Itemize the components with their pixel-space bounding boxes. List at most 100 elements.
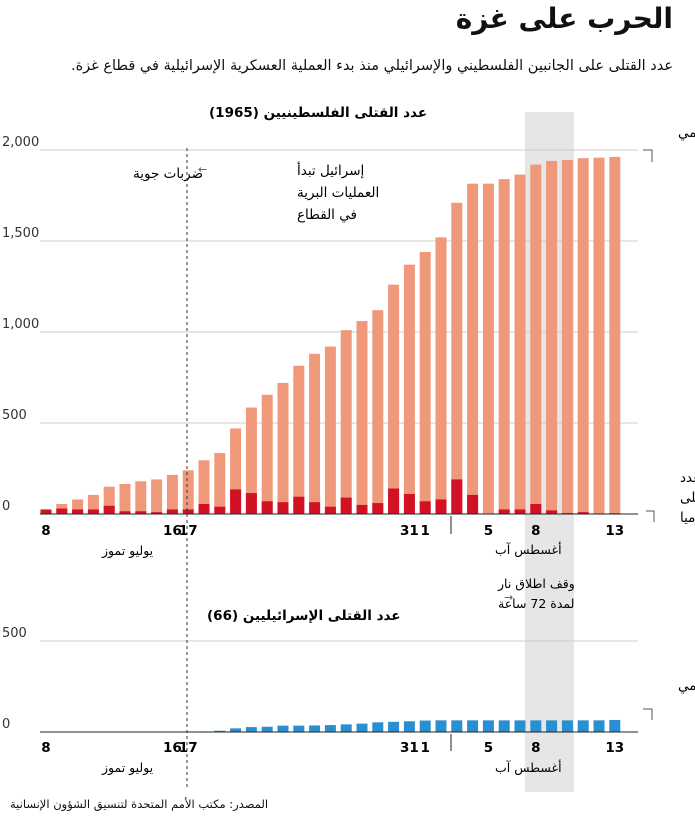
bar-palestinian-daily bbox=[388, 488, 400, 514]
daily-label: عدد bbox=[680, 470, 695, 486]
bar-palestinian-cumulative bbox=[561, 160, 573, 514]
x-tick-label-israeli: 17 bbox=[179, 740, 198, 756]
bar-palestinian-cumulative bbox=[324, 346, 336, 514]
x-tick-label-palestinian: 5 bbox=[484, 523, 493, 539]
bar-palestinian-cumulative bbox=[593, 157, 605, 515]
bar-palestinian-daily bbox=[356, 504, 368, 514]
x-tick-label-israeli: 8 bbox=[41, 740, 50, 756]
bar-palestinian-daily bbox=[514, 509, 526, 514]
y-tick-label-palestinian: 0 bbox=[2, 499, 10, 514]
y-tick-label-israeli: 500 bbox=[2, 626, 27, 641]
bar-palestinian-cumulative bbox=[245, 407, 257, 514]
x-tick-label-israeli: 13 bbox=[605, 740, 624, 756]
bar-palestinian-cumulative bbox=[482, 183, 494, 515]
bar-palestinian-daily bbox=[103, 505, 115, 514]
bar-palestinian-cumulative bbox=[340, 330, 352, 514]
bar-israeli-cumulative bbox=[245, 727, 257, 732]
bar-palestinian-daily bbox=[198, 503, 210, 514]
ceasefire-label: لمدة 72 ساعة bbox=[498, 596, 574, 611]
month-label-august-israeli: أغسطس آب bbox=[495, 759, 562, 776]
month-label-july-israeli: يوليو تموز bbox=[101, 760, 154, 776]
palestinian-axis-title: عدد القتلى الفلسطينيين (1965) bbox=[209, 105, 427, 121]
bar-israeli-cumulative bbox=[293, 725, 305, 732]
bar-palestinian-cumulative bbox=[261, 394, 273, 514]
bar-palestinian-daily bbox=[261, 501, 273, 514]
airstrikes-label: ضربات جوية bbox=[133, 166, 203, 182]
x-tick-label-palestinian: 31 bbox=[400, 523, 419, 539]
ceasefire-label: وقف اطلاق نار bbox=[497, 576, 575, 592]
bar-israeli-cumulative bbox=[388, 721, 400, 732]
bar-israeli-cumulative bbox=[546, 720, 558, 732]
x-tick-label-palestinian: 17 bbox=[179, 523, 198, 539]
daily-label: القتلى bbox=[680, 490, 695, 506]
bar-israeli-cumulative bbox=[577, 720, 589, 732]
bar-israeli-cumulative bbox=[514, 720, 526, 732]
bar-palestinian-cumulative bbox=[166, 474, 178, 514]
bar-palestinian-cumulative bbox=[498, 179, 510, 514]
bar-palestinian-cumulative bbox=[293, 365, 305, 514]
bar-israeli-cumulative bbox=[482, 720, 494, 732]
bar-palestinian-daily bbox=[293, 496, 305, 514]
y-tick-label-palestinian: 2,000 bbox=[2, 135, 39, 150]
y-tick-label-palestinian: 1,500 bbox=[2, 226, 39, 241]
bar-israeli-cumulative bbox=[435, 720, 447, 732]
ground-ops-label: في القطاع bbox=[297, 207, 357, 223]
bar-israeli-cumulative bbox=[277, 725, 289, 732]
bar-palestinian-cumulative bbox=[277, 382, 289, 514]
bar-palestinian-cumulative bbox=[403, 264, 415, 514]
israeli-axis-title: عدد القتلى الإسرائيليين (66) bbox=[207, 608, 401, 624]
bar-palestinian-cumulative bbox=[451, 202, 463, 514]
bar-israeli-cumulative bbox=[372, 722, 384, 732]
bar-palestinian-daily bbox=[40, 509, 52, 514]
bar-palestinian-daily bbox=[403, 493, 415, 514]
bar-palestinian-daily bbox=[245, 493, 257, 514]
source-note: المصدر: مكتب الأمم المتحدة لتنسيق الشؤون… bbox=[10, 797, 269, 811]
bar-palestinian-daily bbox=[135, 511, 147, 514]
bar-palestinian-daily bbox=[372, 503, 384, 514]
ground-ops-arrow: ← bbox=[198, 163, 207, 176]
bar-israeli-cumulative bbox=[609, 719, 621, 732]
bar-israeli-cumulative bbox=[498, 720, 510, 732]
bar-palestinian-cumulative bbox=[309, 353, 321, 514]
bar-palestinian-cumulative bbox=[609, 156, 621, 514]
bar-israeli-cumulative bbox=[403, 721, 415, 732]
bar-palestinian-cumulative bbox=[214, 453, 226, 514]
bar-palestinian-daily bbox=[467, 494, 479, 514]
bar-palestinian-cumulative bbox=[435, 237, 447, 515]
x-tick-label-palestinian: 8 bbox=[41, 523, 50, 539]
bar-palestinian-daily bbox=[419, 501, 431, 514]
bar-palestinian-cumulative bbox=[546, 160, 558, 515]
daily-label: يوميا bbox=[680, 510, 695, 526]
bar-palestinian-cumulative bbox=[530, 164, 542, 514]
bar-israeli-cumulative bbox=[261, 726, 273, 732]
bar-palestinian-daily bbox=[324, 506, 336, 514]
bar-palestinian-cumulative bbox=[135, 481, 147, 514]
bar-palestinian-cumulative bbox=[119, 483, 131, 514]
x-tick-label-israeli: 5 bbox=[484, 740, 493, 756]
bar-israeli-cumulative bbox=[309, 725, 321, 732]
bar-palestinian-daily bbox=[166, 509, 178, 514]
bar-palestinian-cumulative bbox=[467, 183, 479, 515]
bar-palestinian-cumulative bbox=[103, 486, 115, 514]
bar-palestinian-cumulative bbox=[356, 321, 368, 514]
bar-palestinian-cumulative bbox=[388, 284, 400, 514]
bar-palestinian-daily bbox=[87, 509, 99, 514]
bar-israeli-cumulative bbox=[561, 720, 573, 732]
bar-palestinian-daily bbox=[546, 510, 558, 514]
x-tick-label-israeli: 1 bbox=[420, 740, 429, 756]
bar-palestinian-daily bbox=[577, 512, 589, 514]
bar-israeli-cumulative bbox=[324, 725, 336, 732]
bar-palestinian-daily bbox=[119, 511, 131, 514]
daily-bracket bbox=[646, 510, 655, 522]
bar-israeli-cumulative bbox=[451, 720, 463, 732]
ground-ops-label: العمليات البرية bbox=[297, 185, 379, 201]
month-label-august-palestinian: أغسطس آب bbox=[495, 541, 562, 558]
bar-palestinian-cumulative bbox=[514, 174, 526, 514]
bar-palestinian-daily bbox=[182, 509, 194, 514]
cumulative-label-israeli: العدد التراكمي bbox=[678, 678, 695, 694]
y-tick-label-palestinian: 1,000 bbox=[2, 317, 39, 332]
cumulative-bracket-palestinian bbox=[643, 149, 653, 162]
bar-israeli-cumulative bbox=[593, 720, 605, 732]
bar-palestinian-cumulative bbox=[372, 310, 384, 514]
